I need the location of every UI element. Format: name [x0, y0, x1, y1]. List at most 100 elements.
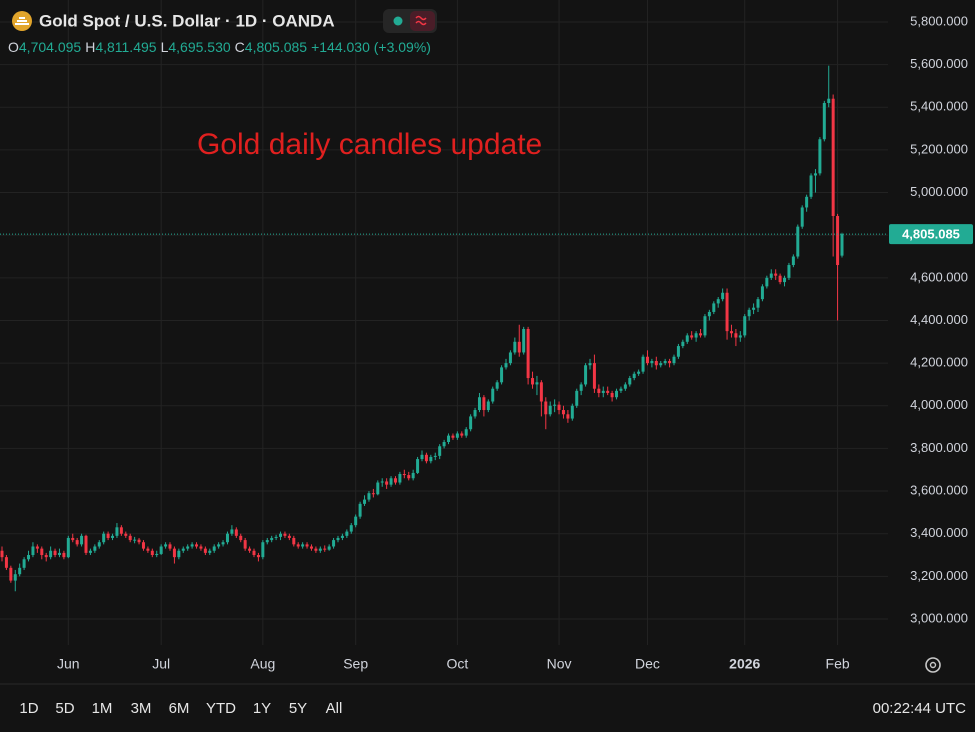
candle-body: [491, 388, 495, 402]
candle-body: [836, 215, 840, 266]
candle-body: [283, 533, 287, 536]
candle-body: [447, 435, 451, 443]
candle-body: [53, 550, 57, 556]
candle-body: [637, 371, 641, 374]
x-tick-label: Sep: [343, 656, 368, 672]
legend-value: 4,704.095: [19, 39, 81, 55]
candle-body: [159, 546, 163, 554]
x-tick-label: Aug: [250, 656, 275, 672]
range-button[interactable]: 6M: [169, 700, 190, 717]
candle-body: [756, 299, 760, 308]
candle-body: [712, 303, 716, 312]
settings-icon[interactable]: [925, 657, 941, 673]
candle-body: [270, 537, 274, 541]
range-button[interactable]: YTD: [206, 700, 236, 717]
candle-body: [787, 265, 791, 278]
candle-body: [354, 516, 358, 526]
candle-body: [177, 550, 181, 558]
candle-body: [371, 493, 375, 495]
candle-body: [579, 384, 583, 391]
candle-body: [791, 256, 795, 266]
range-button[interactable]: 5D: [55, 700, 74, 717]
data-status[interactable]: [410, 11, 435, 31]
candle-body: [663, 360, 667, 364]
candle-body: [35, 546, 39, 549]
candle-body: [641, 356, 645, 372]
legend-value: 4,811.495: [95, 39, 156, 55]
annotation: Gold daily candles update: [197, 128, 542, 161]
candle-body: [734, 333, 738, 338]
candle-body: [500, 367, 504, 383]
y-tick-label: 5,600.000: [910, 56, 968, 71]
candle-body: [115, 527, 119, 536]
candle-body: [553, 404, 557, 406]
candle-body: [27, 555, 31, 560]
candle-body: [778, 275, 782, 283]
y-tick-label: 3,400.000: [910, 525, 968, 540]
candle-body: [588, 363, 592, 366]
candle-body: [358, 503, 362, 517]
y-tick-label: 5,000.000: [910, 184, 968, 199]
candle-body: [442, 442, 446, 447]
candle-body: [111, 535, 115, 538]
candle-body: [385, 481, 389, 485]
y-tick-label: 3,800.000: [910, 440, 968, 455]
candle-body: [760, 286, 764, 300]
candle-body: [535, 382, 539, 385]
candle-body: [363, 499, 367, 504]
legend-label: C: [235, 39, 245, 55]
candle-body: [80, 535, 84, 545]
candle-body: [327, 546, 331, 550]
candle-body: [840, 234, 844, 256]
candle-body: [676, 346, 680, 357]
candle-body: [212, 546, 216, 551]
candle-body: [332, 540, 336, 547]
candle-body: [486, 401, 490, 411]
candle-body: [752, 307, 756, 310]
candle-body: [0, 550, 4, 558]
candle-body: [464, 429, 468, 436]
candle-body: [531, 378, 535, 385]
candle-body: [292, 537, 296, 545]
candle-body: [106, 533, 110, 538]
candle-body: [513, 341, 517, 353]
candle-body: [305, 544, 309, 547]
range-button[interactable]: 1Y: [253, 700, 271, 717]
candle-body: [261, 542, 265, 558]
candle-body: [13, 574, 17, 581]
candle-body: [747, 309, 751, 317]
legend-label: O: [8, 39, 19, 55]
candle-body: [690, 335, 694, 338]
candle-body: [597, 388, 601, 393]
candle-body: [389, 478, 393, 485]
range-button[interactable]: 5Y: [289, 700, 307, 717]
candle-body: [318, 548, 322, 551]
candle-body: [367, 493, 371, 500]
candle-body: [650, 360, 654, 364]
candle-body: [44, 555, 48, 558]
candle-body: [725, 292, 729, 332]
x-tick-label: Jul: [152, 656, 170, 672]
y-tick-label: 3,200.000: [910, 568, 968, 583]
y-tick-label: 5,800.000: [910, 13, 968, 28]
candle-body: [309, 546, 313, 549]
candle-body: [539, 382, 543, 402]
candle-body: [508, 352, 512, 364]
candle-body: [150, 550, 154, 556]
candle-body: [49, 550, 53, 558]
candle-body: [102, 533, 106, 543]
candle-body: [234, 529, 238, 536]
candle-body: [217, 544, 221, 547]
data-status-icon: [415, 15, 427, 26]
candle-body: [186, 546, 190, 549]
range-button[interactable]: 1M: [92, 700, 113, 717]
range-button[interactable]: 3M: [131, 700, 152, 717]
candle-body: [721, 292, 725, 300]
range-button[interactable]: All: [326, 700, 343, 717]
candle-body: [800, 207, 804, 227]
candle-body: [615, 390, 619, 398]
x-tick-label: Oct: [446, 656, 468, 672]
chart-title: Gold Spot / U.S. Dollar · 1D · OANDA: [39, 11, 335, 30]
range-button[interactable]: 1D: [19, 700, 38, 717]
